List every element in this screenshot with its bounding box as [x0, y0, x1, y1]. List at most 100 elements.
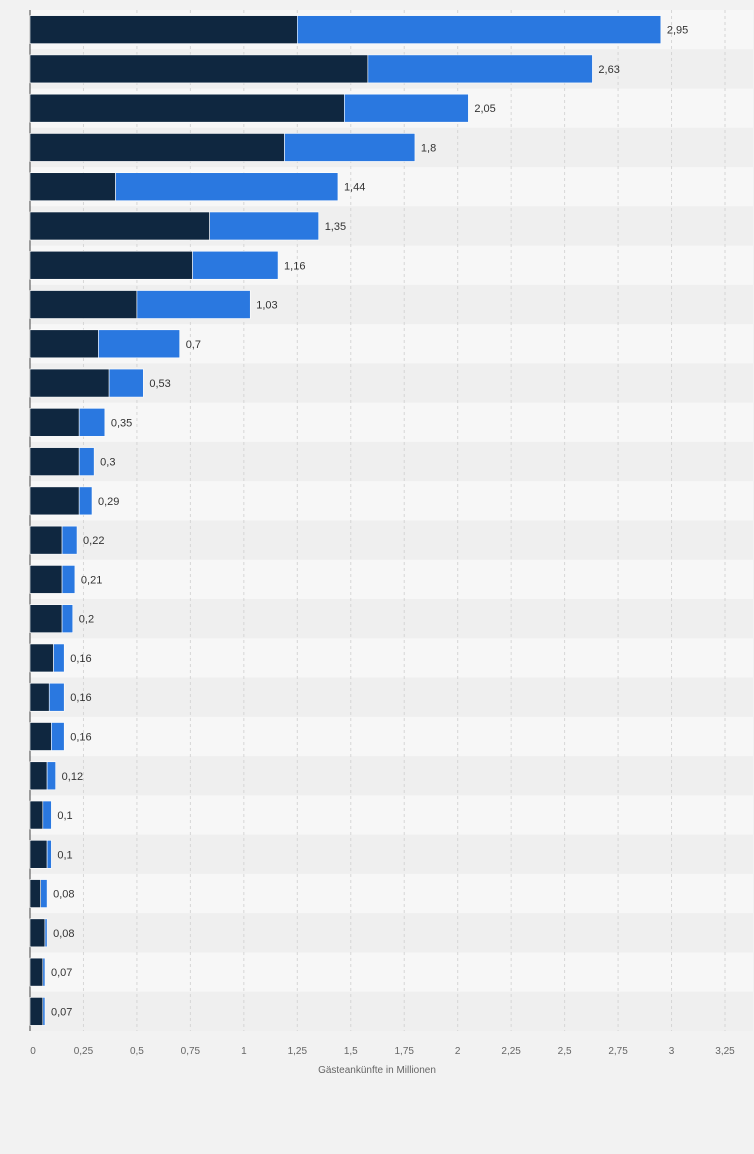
bar-segment [108, 368, 144, 398]
bar-segment [297, 15, 662, 44]
row-band [30, 599, 753, 639]
bar-segment [78, 486, 93, 516]
bar-total-label: 0,16 [70, 653, 91, 665]
bar-segment [29, 565, 63, 594]
row-band [30, 991, 753, 1032]
bar-segment [61, 525, 78, 555]
bar-segment [136, 290, 251, 319]
bar-segment [42, 957, 46, 987]
bar-segment [29, 722, 52, 751]
bar-segment [29, 408, 80, 437]
row-band [30, 756, 753, 796]
bar-segment [367, 54, 593, 84]
x-axis-label: Gästeankünfte in Millionen [318, 1065, 436, 1076]
x-tick-label: 1,75 [394, 1046, 414, 1057]
bar-total-label: 1,35 [325, 221, 346, 233]
bar-total-label: 0,1 [57, 849, 72, 861]
bar-segment [29, 525, 63, 555]
bar-segment [29, 133, 285, 162]
row-band [30, 559, 753, 600]
bar-segment [29, 918, 46, 948]
x-tick-label: 0 [30, 1046, 36, 1057]
bar-segment [29, 604, 63, 633]
bar-segment [78, 408, 106, 437]
bar-total-label: 0,21 [81, 574, 102, 586]
row-band [30, 677, 753, 717]
bar-segment [209, 211, 319, 241]
bar-segment [78, 447, 95, 476]
bar-segment [29, 997, 44, 1026]
x-tick-label: 0,75 [181, 1046, 201, 1057]
bar-total-label: 1,44 [344, 182, 365, 194]
bar-segment [48, 682, 65, 712]
bar-total-label: 1,8 [421, 142, 436, 154]
bar-total-label: 0,16 [70, 692, 91, 704]
bar-segment [29, 957, 44, 987]
bar-segment [29, 290, 138, 319]
x-tick-label: 1,5 [344, 1046, 358, 1057]
bar-segment [42, 997, 46, 1026]
row-band [30, 952, 753, 992]
row-band [30, 363, 753, 403]
bar-segment [344, 93, 469, 123]
row-band [30, 520, 753, 560]
bar-segment [29, 368, 110, 398]
bar-segment [53, 643, 65, 673]
bar-total-label: 0,16 [70, 731, 91, 743]
bar-total-label: 0,35 [111, 417, 132, 429]
bar-segment [29, 93, 345, 123]
bar-segment [29, 329, 99, 359]
bar-segment [61, 565, 76, 594]
bar-total-label: 2,05 [474, 103, 495, 115]
bar-total-label: 0,1 [57, 810, 72, 822]
row-band [30, 638, 753, 678]
bar-total-label: 0,22 [83, 535, 104, 547]
bar-segment [192, 250, 279, 280]
bar-segment [29, 800, 44, 830]
bar-total-label: 0,12 [62, 771, 83, 783]
row-band [30, 873, 753, 914]
x-tick-label: 2 [455, 1046, 461, 1057]
x-tick-label: 3,25 [715, 1046, 735, 1057]
row-band [30, 402, 753, 442]
row-band [30, 716, 753, 757]
bar-segment [115, 172, 339, 202]
bar-total-label: 0,07 [51, 1006, 72, 1018]
bar-segment [29, 54, 369, 84]
bar-total-label: 0,3 [100, 457, 115, 469]
x-tick-label: 3 [669, 1046, 675, 1057]
x-tick-label: 2,25 [501, 1046, 521, 1057]
bar-segment [42, 800, 52, 830]
bar-segment [46, 840, 52, 869]
x-tick-label: 2,75 [608, 1046, 628, 1057]
bar-segment [29, 15, 298, 44]
bar-segment [284, 133, 416, 162]
bar-segment [29, 840, 48, 869]
bar-segment [29, 643, 54, 673]
x-tick-label: 1 [241, 1046, 247, 1057]
bar-total-label: 1,16 [284, 260, 305, 272]
x-tick-label: 0,5 [130, 1046, 144, 1057]
row-band [30, 834, 753, 874]
bar-total-label: 2,95 [667, 25, 688, 37]
bar-segment [29, 486, 80, 516]
row-band [30, 795, 753, 835]
bar-segment [98, 329, 180, 359]
bar-segment [29, 761, 48, 791]
bar-total-label: 0,07 [51, 967, 72, 979]
bar-total-label: 0,7 [186, 339, 201, 351]
bar-segment [29, 879, 41, 908]
bar-total-label: 1,03 [256, 300, 277, 312]
bar-segment [29, 172, 116, 202]
bar-segment [29, 250, 193, 280]
bar-segment [51, 722, 65, 751]
row-band [30, 481, 753, 521]
bar-segment [46, 761, 56, 791]
bar-total-label: 2,63 [598, 64, 619, 76]
row-band [30, 441, 753, 482]
bar-segment [40, 879, 48, 908]
bar-segment [29, 211, 210, 241]
x-tick-label: 1,25 [288, 1046, 308, 1057]
